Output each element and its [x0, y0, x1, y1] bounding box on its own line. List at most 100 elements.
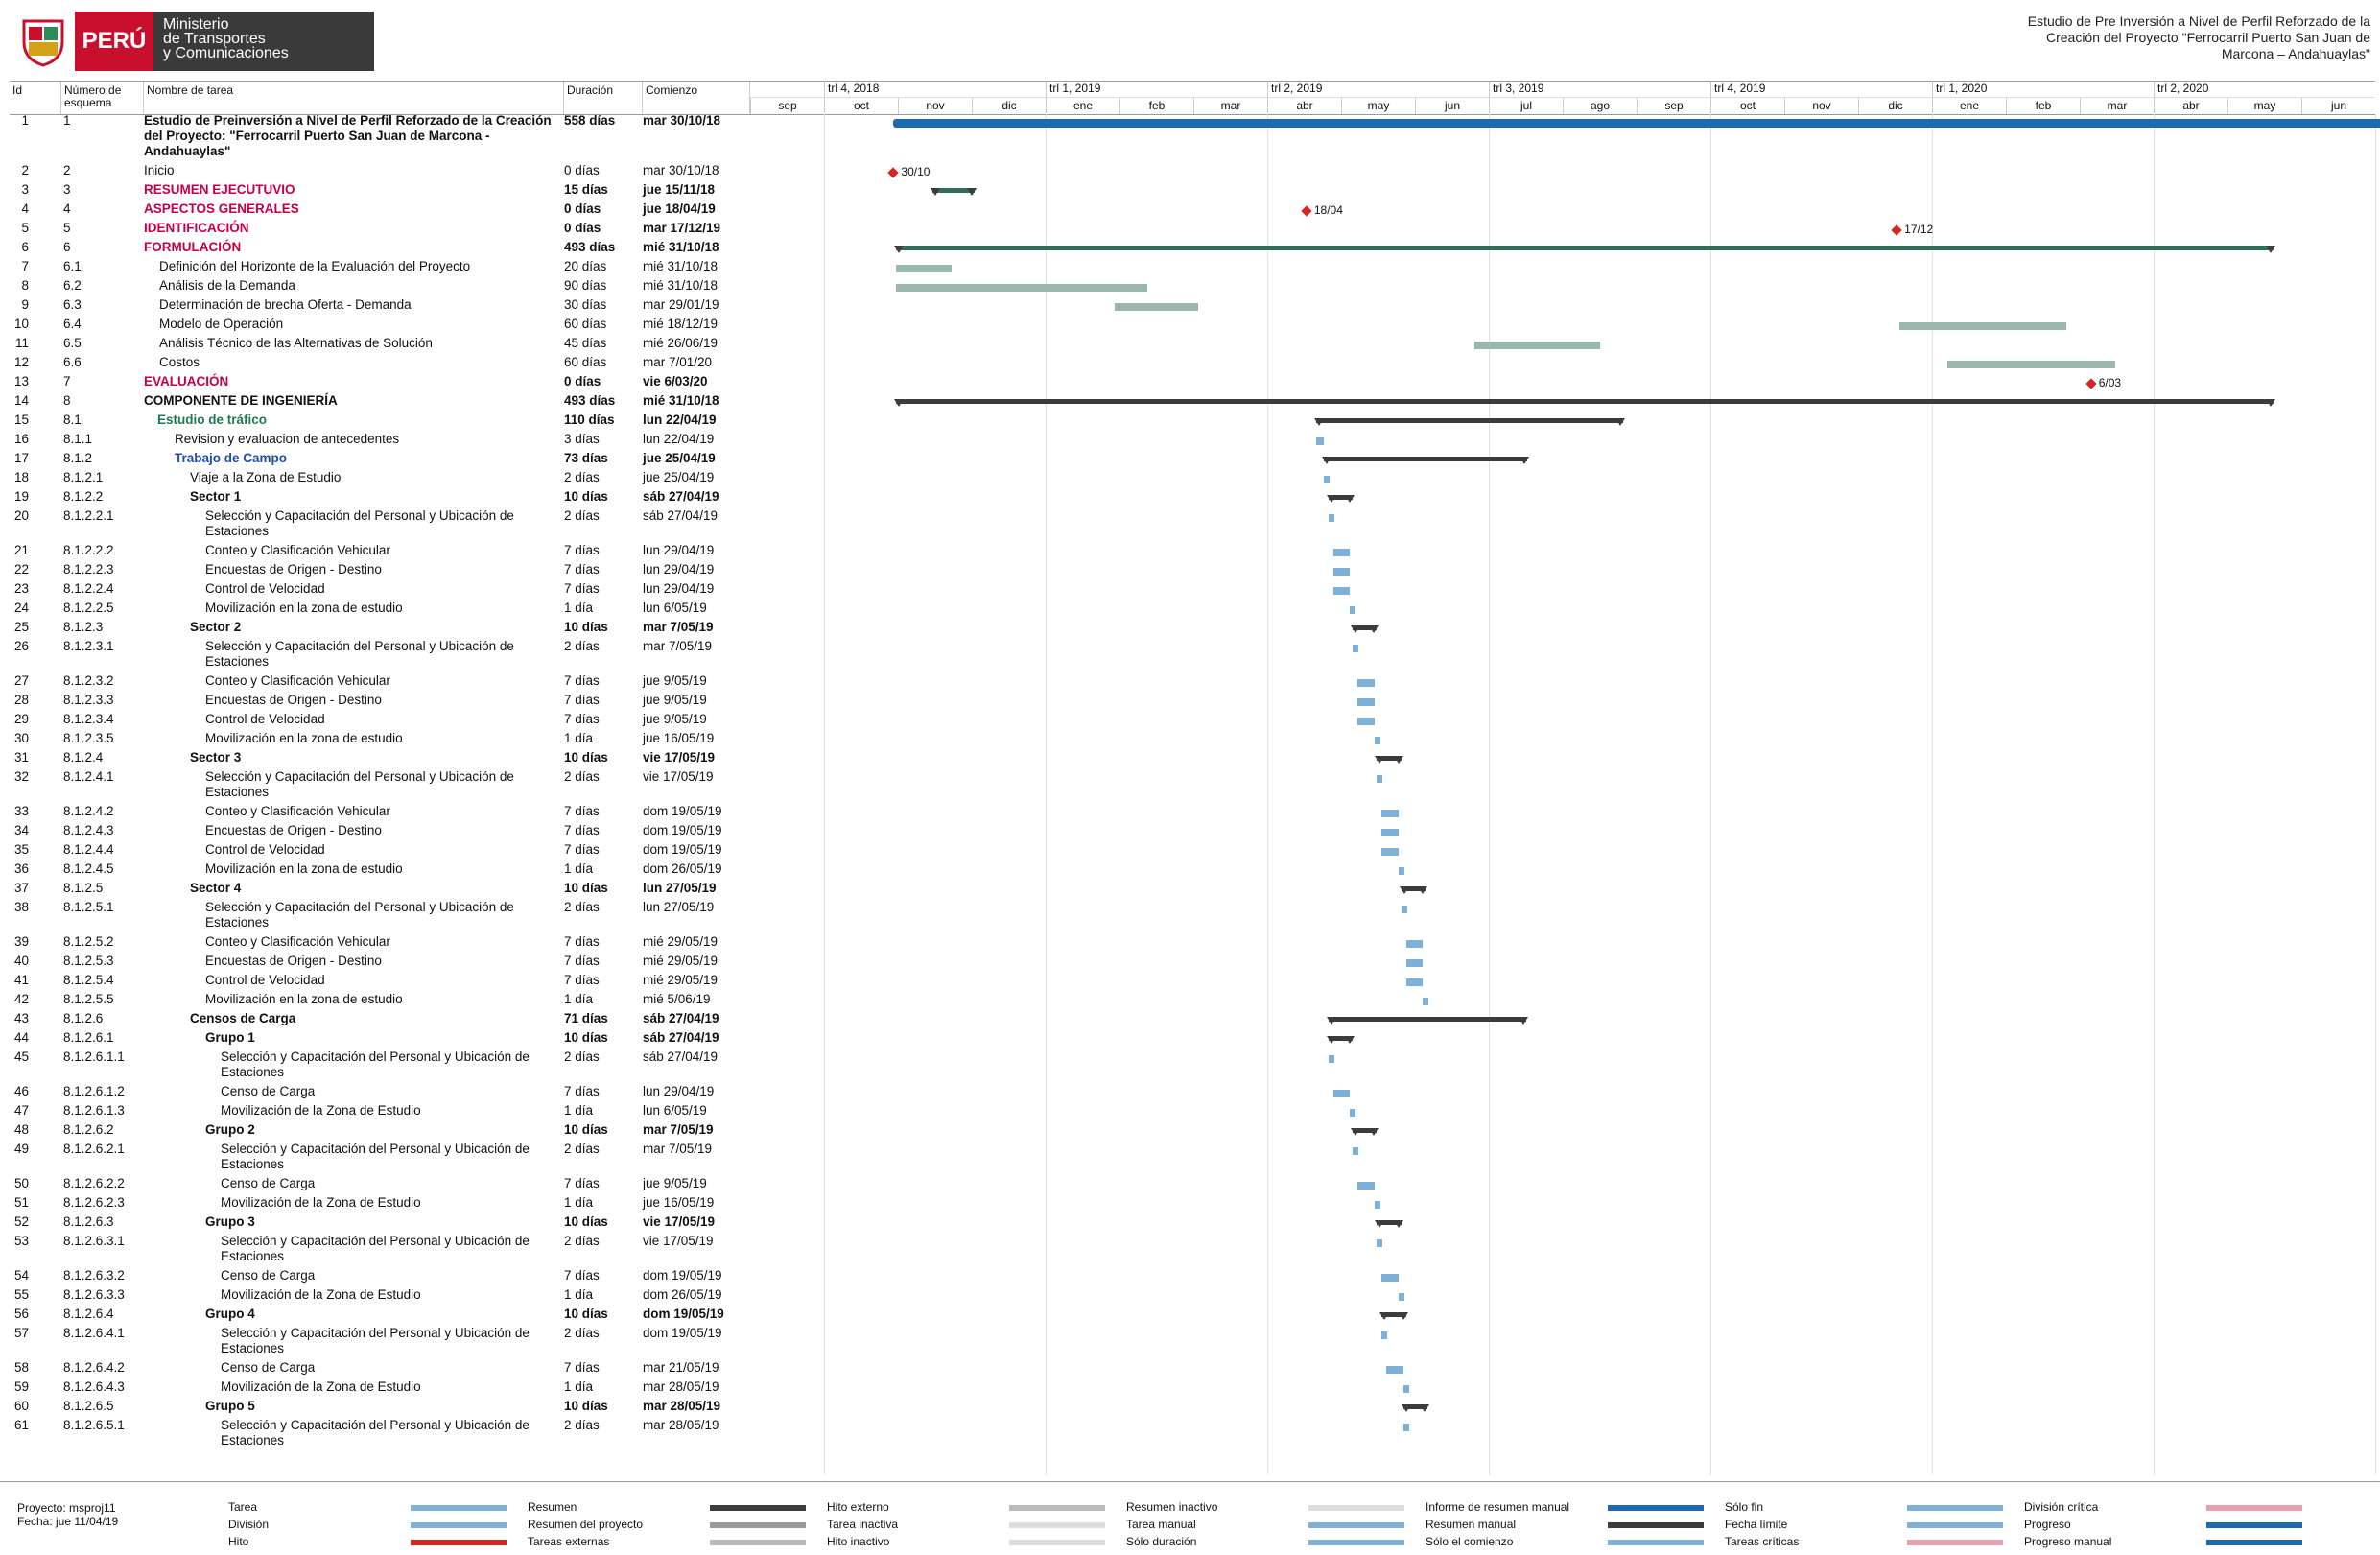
summary-bar[interactable] — [1321, 457, 1529, 464]
task-row[interactable]: 1 1 Estudio de Preinversión a Nivel de Per… — [10, 113, 750, 163]
task-bar[interactable] — [1357, 718, 1375, 725]
milestone-marker[interactable] — [887, 167, 900, 178]
task-row[interactable]: 23 8.1.2.2.4 Control de Velocidad 7 días lun… — [10, 581, 750, 601]
task-bar[interactable] — [1332, 587, 1351, 595]
task-row[interactable]: 52 8.1.2.6.3 Grupo 3 10 días vie 17/05/19 — [10, 1214, 750, 1234]
task-row[interactable]: 53 8.1.2.6.3.1 Selección y Capacitación de… — [10, 1234, 750, 1268]
task-row[interactable]: 45 8.1.2.6.1.1 Selección y Capacitación de… — [10, 1049, 750, 1084]
task-row[interactable]: 56 8.1.2.6.4 Grupo 4 10 días dom 19/05/19 — [10, 1307, 750, 1326]
summary-bar[interactable] — [1313, 418, 1626, 426]
task-row[interactable]: 43 8.1.2.6 Censos de Carga 71 días sáb 27/04… — [10, 1011, 750, 1030]
summary-bar[interactable] — [1350, 625, 1379, 633]
task-bar[interactable] — [1377, 1239, 1383, 1247]
task-row[interactable]: 39 8.1.2.5.2 Conteo y Clasificación Vehicu… — [10, 934, 750, 954]
summary-bar[interactable] — [1375, 1220, 1403, 1228]
task-bar[interactable] — [895, 265, 953, 272]
task-bar[interactable] — [1332, 568, 1351, 576]
task-row[interactable]: 46 8.1.2.6.1.2 Censo de Carga 7 días lun 29/… — [10, 1084, 750, 1103]
task-row[interactable]: 5 5 IDENTIFICACIÓN 0 días mar 17/12/19 — [10, 221, 750, 240]
task-bar[interactable] — [1332, 549, 1351, 556]
task-row[interactable]: 18 8.1.2.1 Viaje a la Zona de Estudio 2 día… — [10, 470, 750, 489]
task-bar[interactable] — [1332, 1090, 1351, 1097]
task-row[interactable]: 32 8.1.2.4.1 Selección y Capacitación del … — [10, 769, 750, 804]
task-bar[interactable] — [1350, 1109, 1356, 1117]
task-bar[interactable] — [1381, 1274, 1400, 1282]
task-row[interactable]: 2 2 Inicio 0 días mar 30/10/18 — [10, 163, 750, 182]
summary-bar[interactable] — [930, 188, 977, 196]
task-row[interactable]: 29 8.1.2.3.4 Control de Velocidad 7 días jue… — [10, 712, 750, 731]
task-row[interactable]: 27 8.1.2.3.2 Conteo y Clasificación Vehicu… — [10, 673, 750, 693]
task-bar[interactable] — [1381, 848, 1400, 856]
task-row[interactable]: 20 8.1.2.2.1 Selección y Capacitación del … — [10, 508, 750, 543]
task-bar[interactable] — [1328, 1055, 1334, 1063]
task-bar[interactable] — [1403, 1385, 1410, 1393]
task-row[interactable]: 44 8.1.2.6.1 Grupo 1 10 días sáb 27/04/19 — [10, 1030, 750, 1049]
task-row[interactable]: 60 8.1.2.6.5 Grupo 5 10 días mar 28/05/19 — [10, 1399, 750, 1418]
task-bar[interactable] — [1374, 1201, 1380, 1209]
summary-bar[interactable] — [893, 246, 2275, 253]
task-bar[interactable] — [1473, 342, 1600, 349]
task-bar[interactable] — [1315, 437, 1324, 445]
task-bar[interactable] — [1350, 606, 1356, 614]
task-bar[interactable] — [1328, 514, 1334, 522]
summary-bar[interactable] — [1399, 886, 1428, 894]
milestone-marker[interactable] — [1891, 224, 1902, 236]
task-bar[interactable] — [1357, 1182, 1375, 1190]
task-bar[interactable] — [1381, 829, 1400, 836]
task-bar[interactable] — [1401, 906, 1407, 913]
task-bar[interactable] — [1399, 867, 1405, 875]
task-row[interactable]: 10 6.4 Modelo de Operación 60 días mié 18/12… — [10, 317, 750, 336]
task-row[interactable]: 42 8.1.2.5.5 Movilización en la zona de es… — [10, 992, 750, 1011]
task-row[interactable]: 55 8.1.2.6.3.3 Movilización de la Zona de … — [10, 1287, 750, 1307]
task-row[interactable]: 61 8.1.2.6.5.1 Selección y Capacitación de… — [10, 1418, 750, 1452]
task-bar[interactable] — [1374, 737, 1380, 744]
task-row[interactable]: 12 6.6 Costos 60 días mar 7/01/20 — [10, 355, 750, 374]
summary-bar[interactable] — [1379, 1312, 1408, 1320]
milestone-marker[interactable] — [1301, 205, 1312, 217]
task-row[interactable]: 13 7 EVALUACIÓN 0 días vie 6/03/20 — [10, 374, 750, 393]
task-bar[interactable] — [1357, 698, 1375, 706]
summary-bar[interactable] — [1375, 756, 1403, 764]
task-row[interactable]: 33 8.1.2.4.2 Conteo y Clasificación Vehicu… — [10, 804, 750, 823]
project-summary-bar[interactable] — [893, 119, 2380, 128]
task-row[interactable]: 50 8.1.2.6.2.2 Censo de Carga 7 días jue 9/0… — [10, 1176, 750, 1195]
summary-bar[interactable] — [1326, 1017, 1529, 1025]
task-row[interactable]: 9 6.3 Determinación de brecha Oferta - Dem… — [10, 297, 750, 317]
task-row[interactable]: 34 8.1.2.4.3 Encuestas de Origen - Destino… — [10, 823, 750, 842]
task-row[interactable]: 3 3 RESUMEN EJECUTUVIO 15 días jue 15/11/18 — [10, 182, 750, 201]
task-row[interactable]: 40 8.1.2.5.3 Encuestas de Origen - Destino… — [10, 954, 750, 973]
task-row[interactable]: 36 8.1.2.4.5 Movilización en la zona de es… — [10, 861, 750, 881]
task-row[interactable]: 19 8.1.2.2 Sector 1 10 días sáb 27/04/19 — [10, 489, 750, 508]
task-bar[interactable] — [1381, 810, 1400, 817]
task-bar[interactable] — [1323, 476, 1330, 483]
task-bar[interactable] — [1403, 1424, 1410, 1431]
task-row[interactable]: 14 8 COMPONENTE DE INGENIERÍA 493 días mié 3… — [10, 393, 750, 412]
task-bar[interactable] — [1114, 303, 1199, 311]
task-row[interactable]: 26 8.1.2.3.1 Selección y Capacitación del … — [10, 639, 750, 673]
task-row[interactable]: 6 6 FORMULACIÓN 493 días mié 31/10/18 — [10, 240, 750, 259]
task-bar[interactable] — [1947, 361, 2116, 368]
task-row[interactable]: 59 8.1.2.6.4.3 Movilización de la Zona de … — [10, 1379, 750, 1399]
task-row[interactable]: 41 8.1.2.5.4 Control de Velocidad 7 días mié… — [10, 973, 750, 992]
task-row[interactable]: 51 8.1.2.6.2.3 Movilización de la Zona de … — [10, 1195, 750, 1214]
task-bar[interactable] — [1423, 998, 1429, 1005]
task-bar[interactable] — [1399, 1293, 1405, 1301]
task-row[interactable]: 47 8.1.2.6.1.3 Movilización de la Zona de … — [10, 1103, 750, 1122]
task-row[interactable]: 16 8.1.1 Revision y evaluacion de antecede… — [10, 432, 750, 451]
task-row[interactable]: 37 8.1.2.5 Sector 4 10 días lun 27/05/19 — [10, 881, 750, 900]
summary-bar[interactable] — [1326, 495, 1355, 503]
task-bar[interactable] — [1898, 322, 2067, 330]
task-bar[interactable] — [895, 284, 1147, 292]
task-row[interactable]: 4 4 ASPECTOS GENERALES 0 días jue 18/04/19 — [10, 201, 750, 221]
task-row[interactable]: 58 8.1.2.6.4.2 Censo de Carga 7 días mar 21/… — [10, 1360, 750, 1379]
task-row[interactable]: 35 8.1.2.4.4 Control de Velocidad 7 días dom… — [10, 842, 750, 861]
task-row[interactable]: 25 8.1.2.3 Sector 2 10 días mar 7/05/19 — [10, 620, 750, 639]
task-row[interactable]: 11 6.5 Análisis Técnico de las Alternativa… — [10, 336, 750, 355]
task-bar[interactable] — [1386, 1366, 1404, 1374]
summary-bar[interactable] — [1350, 1128, 1379, 1136]
task-row[interactable]: 15 8.1 Estudio de tráfico 110 días lun 22/04… — [10, 412, 750, 432]
summary-bar[interactable] — [1402, 1404, 1430, 1412]
task-bar[interactable] — [1405, 978, 1424, 986]
task-bar[interactable] — [1405, 959, 1424, 967]
milestone-marker[interactable] — [2085, 378, 2097, 389]
